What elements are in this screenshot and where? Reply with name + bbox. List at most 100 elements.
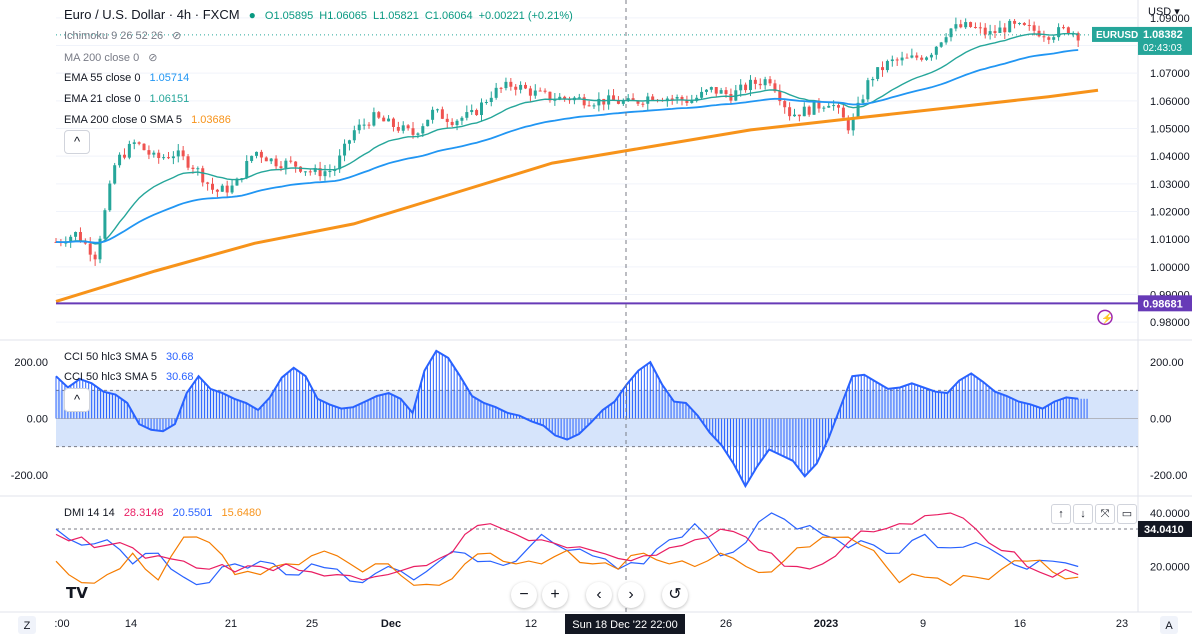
candle-body — [758, 83, 762, 86]
ichimoku-legend[interactable]: Ichimoku 9 26 52 26 ⊘ — [64, 29, 187, 43]
candle-body — [1057, 27, 1061, 38]
candle-body — [548, 91, 552, 101]
ohlc-low: L1.05821 — [372, 10, 419, 22]
candle-body — [152, 152, 156, 155]
cci-tick-label: 200.00 — [1150, 357, 1184, 369]
candle-body — [1042, 36, 1046, 38]
move-pane-down-button[interactable]: ↓ — [1073, 504, 1093, 524]
ema200-line — [55, 88, 1099, 303]
candle-body — [631, 98, 635, 101]
candle-body — [748, 79, 752, 91]
candle-body — [127, 143, 131, 158]
candle-body — [387, 118, 391, 122]
candle-body — [827, 105, 831, 108]
candle-body — [788, 107, 792, 117]
candle-body — [108, 183, 112, 211]
candle-body — [988, 31, 992, 35]
candle-body — [533, 90, 537, 96]
candle-body — [465, 112, 469, 118]
candle-body — [362, 124, 366, 126]
candle-body — [69, 236, 73, 243]
candle-body — [616, 100, 620, 104]
candle-body — [421, 126, 425, 134]
cci-label: CCI 50 hlc3 SMA 5 — [64, 371, 157, 383]
ohlc-open: O1.05895 — [264, 10, 314, 22]
cci-left-tick-label: 0.00 — [27, 414, 48, 426]
last-price-badge — [1138, 26, 1192, 55]
hidden-eye-icon[interactable]: ⊘ — [172, 30, 182, 42]
move-pane-up-button[interactable]: ↑ — [1051, 504, 1071, 524]
candle-body — [377, 112, 381, 118]
candle-body — [181, 150, 185, 157]
collapse-legend-button[interactable]: ^ — [64, 130, 90, 154]
collapse-cci-button[interactable]: ^ — [64, 388, 90, 412]
candle-body — [245, 160, 249, 179]
symbol-title[interactable]: Euro / U.S. Dollar · 4h · FXCM — [64, 7, 240, 22]
candle-body — [220, 185, 224, 192]
ema55-legend[interactable]: EMA 55 close 0 1.05714 — [64, 71, 195, 85]
candle-body — [514, 86, 518, 90]
ema21-line — [55, 32, 1079, 245]
collapse-pane-button[interactable]: ⤧ — [1095, 504, 1115, 524]
ema55-line — [55, 49, 1079, 244]
last-price-text: 1.08382 — [1143, 29, 1183, 41]
ohlc-close: C1.06064 — [424, 10, 473, 22]
candle-body — [577, 97, 581, 99]
candle-body — [587, 105, 591, 107]
candle-body — [211, 183, 215, 190]
maximize-pane-button[interactable]: ▭ — [1117, 504, 1137, 524]
candle-body — [225, 185, 229, 193]
candle-body — [284, 160, 288, 169]
ema21-legend[interactable]: EMA 21 close 0 1.06151 — [64, 92, 195, 106]
ema200-label: EMA 200 close 0 SMA 5 — [64, 114, 183, 126]
candle-body — [612, 95, 616, 101]
candle-body — [166, 157, 170, 159]
time-tick-label: 23 — [1116, 618, 1128, 630]
candle-body — [78, 232, 82, 242]
candle-body — [450, 121, 454, 126]
time-tick-label: 16 — [1014, 618, 1026, 630]
cci-left-tick-label: 200.00 — [14, 357, 48, 369]
candle-body — [675, 96, 679, 99]
candle-body — [142, 143, 146, 151]
time-tick-label: 25 — [306, 618, 318, 630]
price-tick-label: 1.05000 — [1150, 124, 1190, 136]
candle-body — [876, 67, 880, 79]
candle-body — [641, 103, 645, 105]
candle-body — [900, 57, 904, 61]
scroll-right-button[interactable]: › — [618, 582, 644, 608]
ema200-legend[interactable]: EMA 200 close 0 SMA 5 1.03686 — [64, 113, 237, 127]
zoom-out-button[interactable]: − — [511, 582, 537, 608]
hidden-eye-icon[interactable]: ⊘ — [148, 52, 158, 64]
candle-body — [1013, 20, 1017, 24]
candle-body — [704, 89, 708, 92]
cci-legend-2[interactable]: CCI 50 hlc3 SMA 5 30.68 — [64, 370, 200, 384]
scroll-left-button[interactable]: ‹ — [586, 582, 612, 608]
candle-body — [269, 158, 273, 162]
candle-body — [626, 98, 630, 102]
zoom-in-button[interactable]: + — [542, 582, 568, 608]
reset-chart-button[interactable]: ↺ — [662, 582, 688, 608]
cci-value: 30.68 — [166, 351, 194, 363]
dmi-legend[interactable]: DMI 14 14 28.3148 20.5501 15.6480 — [64, 506, 267, 520]
time-tick-label: 9 — [920, 618, 926, 630]
candle-body — [318, 168, 322, 177]
dmi-level-text: 34.0410 — [1144, 524, 1184, 536]
dmi-tick-label: 40.0000 — [1150, 508, 1190, 520]
candle-body — [925, 57, 929, 60]
time-tick-label: :00 — [54, 618, 69, 630]
candle-body — [1003, 27, 1007, 33]
price-tick-label: 1.06000 — [1150, 96, 1190, 108]
candle-body — [411, 128, 415, 135]
candle-body — [475, 110, 479, 116]
candle-body — [382, 117, 386, 122]
dmi-value-1: 28.3148 — [123, 507, 164, 519]
candle-body — [489, 97, 493, 103]
candle-body — [680, 96, 684, 100]
candle-body — [753, 79, 757, 84]
candle-body — [973, 26, 977, 28]
ma200-legend[interactable]: MA 200 close 0 ⊘ — [64, 51, 164, 65]
candle-body — [934, 46, 938, 55]
cci-legend-1[interactable]: CCI 50 hlc3 SMA 5 30.68 — [64, 350, 200, 364]
